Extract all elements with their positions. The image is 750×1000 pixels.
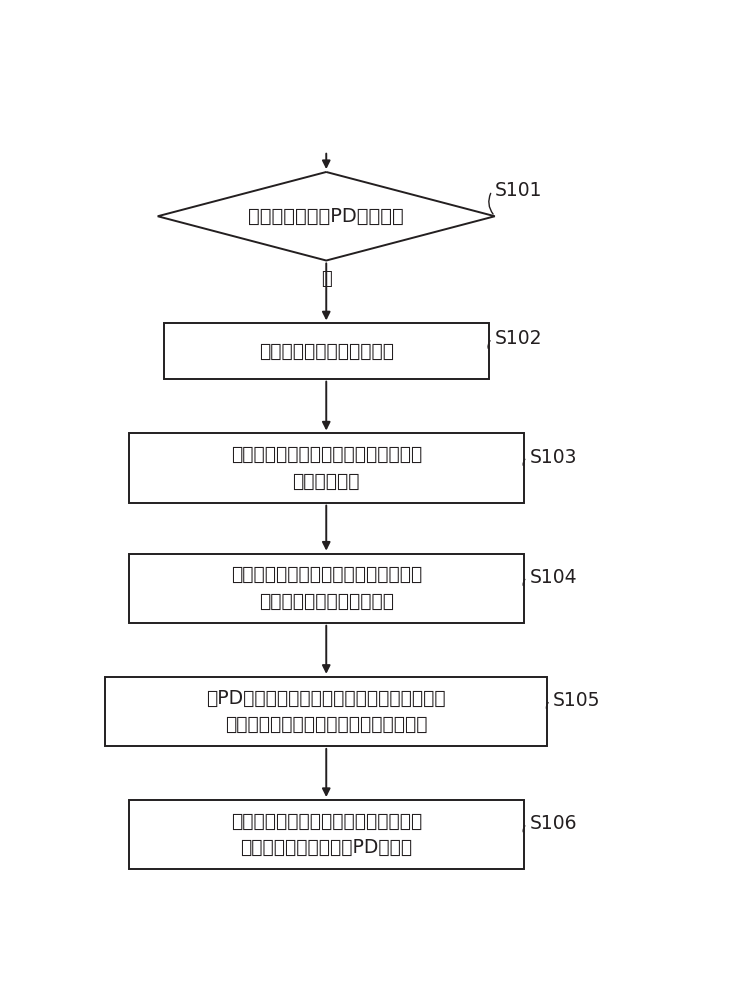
Bar [129,433,524,503]
Text: 将选择的电压和电流对加载至充电请求
消息的载荷部分发送至PD充电器: 将选择的电压和电流对加载至充电请求 消息的载荷部分发送至PD充电器 [231,812,422,857]
Bar [164,323,489,379]
Text: S106: S106 [530,814,578,833]
Text: 连接的充电器是PD充电器？: 连接的充电器是PD充电器？ [248,207,404,226]
Text: S101: S101 [495,181,542,200]
Text: 根据每一设定器件的当前温度值确定对
应的充电功率: 根据每一设定器件的当前温度值确定对 应的充电功率 [231,445,422,491]
Bar [129,800,524,869]
Text: S102: S102 [495,329,542,348]
Bar [129,554,524,623]
Text: 是: 是 [321,270,332,288]
Text: S103: S103 [530,448,578,467]
Text: S104: S104 [530,568,578,587]
Bar [105,677,547,746]
Text: 获取设定器件的当前温度值: 获取设定器件的当前温度值 [259,342,394,360]
Text: 从PD充电器支持的所有电压和电流对中选择与
目标充电功率相匹配的一个电压和电流对: 从PD充电器支持的所有电压和电流对中选择与 目标充电功率相匹配的一个电压和电流对 [206,689,446,734]
Text: S105: S105 [553,691,601,710]
Polygon shape [158,172,495,261]
Text: 在确定的所有充电功率中，选择最低的
充电功率作为目标充电功率: 在确定的所有充电功率中，选择最低的 充电功率作为目标充电功率 [231,565,422,611]
